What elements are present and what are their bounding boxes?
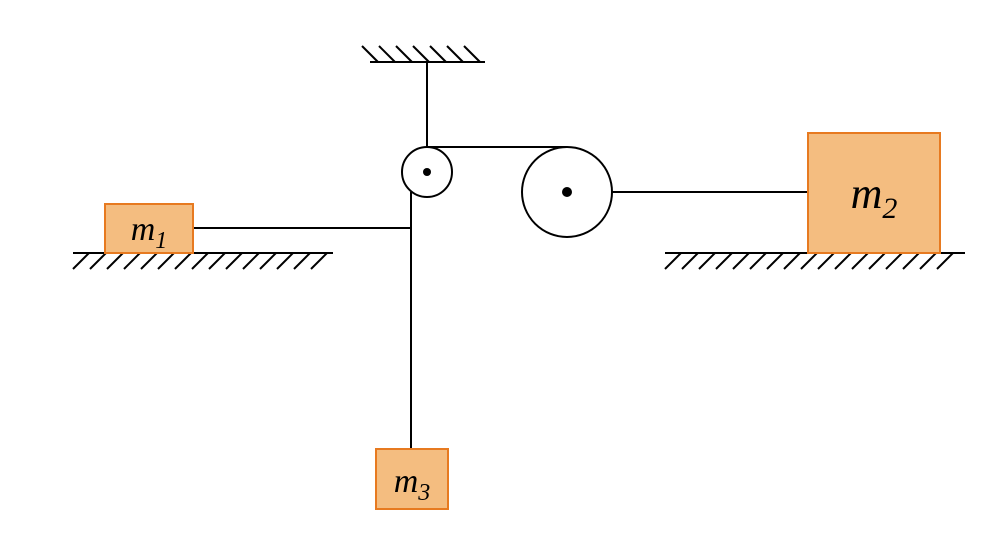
m2-subscript: 2 — [882, 192, 897, 225]
m1-subscript: 1 — [155, 228, 167, 254]
physics-diagram: m1 m2 m3 — [0, 0, 999, 545]
left-surface — [73, 253, 333, 269]
m2-label: m — [851, 169, 883, 218]
block-m2: m2 — [808, 133, 940, 253]
m3-subscript: 3 — [417, 480, 430, 506]
block-m1: m1 — [105, 204, 193, 254]
block-m3: m3 — [376, 449, 448, 509]
small-pulley — [402, 147, 452, 197]
ropes — [193, 62, 808, 449]
right-surface — [665, 253, 965, 269]
m3-label: m — [394, 463, 419, 500]
ceiling-surface — [362, 46, 485, 62]
large-pulley — [522, 147, 612, 237]
m1-label: m — [131, 211, 156, 248]
